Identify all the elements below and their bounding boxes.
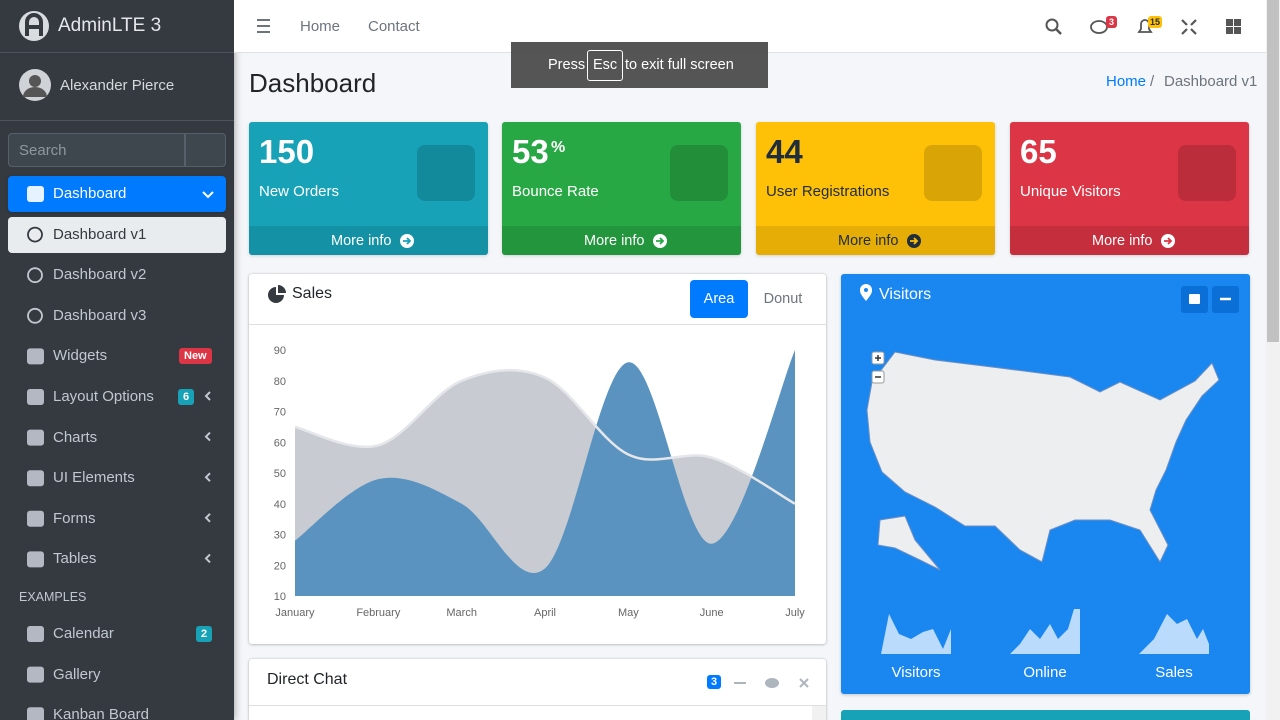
- stat-label: User Registrations: [766, 183, 890, 200]
- menu-label[interactable]: Forms: [53, 509, 96, 527]
- sales-card-header: [249, 274, 826, 325]
- stat-value: 65: [1020, 133, 1057, 170]
- notice-key: Esc: [587, 50, 624, 81]
- notice-text: to exit full screen: [625, 57, 734, 73]
- breadcrumb-link[interactable]: Home: [1106, 73, 1147, 90]
- notice-text: Press: [548, 57, 586, 73]
- sales-tab-active[interactable]: Area: [690, 280, 748, 318]
- page-title: Dashboard: [249, 68, 377, 98]
- menu-header: EXAMPLES: [19, 590, 87, 604]
- stat-value-suffix: %: [551, 139, 566, 156]
- stat-box-footer: [502, 226, 741, 255]
- menu-badge: 2: [196, 626, 213, 642]
- search-button[interactable]: [185, 133, 226, 167]
- stat-box-footer: [756, 226, 995, 255]
- sparkline-label: Sales: [1155, 664, 1193, 681]
- sparkline-label: Online: [1023, 664, 1067, 681]
- stat-more-info[interactable]: More info: [584, 233, 645, 249]
- stat-box: [249, 122, 488, 255]
- menu-label[interactable]: Gallery: [53, 665, 101, 683]
- menu-label[interactable]: Dashboard v1: [53, 225, 147, 243]
- stat-box: [502, 122, 741, 255]
- stat-label: Bounce Rate: [512, 183, 599, 200]
- user-name: Alexander Pierce: [60, 77, 175, 94]
- search-input[interactable]: Search: [8, 133, 185, 167]
- stat-more-info[interactable]: More info: [331, 233, 392, 249]
- stat-value: 150: [259, 133, 315, 170]
- direct-chat-title: Direct Chat: [267, 671, 348, 688]
- menu-label[interactable]: Widgets: [53, 347, 108, 365]
- sales-card: [249, 274, 826, 644]
- user-panel: [0, 53, 234, 121]
- notifications-badge: 15: [1148, 16, 1163, 28]
- calendar-button[interactable]: [1181, 286, 1208, 313]
- breadcrumb-current: Dashboard v1: [1164, 73, 1258, 90]
- sales-title: Sales: [292, 285, 333, 302]
- brand-bar: [0, 0, 234, 53]
- sparkline-label: Visitors: [891, 664, 941, 681]
- direct-chat-card: [249, 659, 826, 720]
- visitors-card: [841, 274, 1250, 694]
- stat-box: [1010, 122, 1249, 255]
- chat-scroll-track: [812, 706, 826, 720]
- stat-value: 53: [512, 133, 549, 170]
- direct-chat-badge: 3: [707, 675, 722, 689]
- menu-label[interactable]: Dashboard v3: [53, 306, 147, 324]
- direct-chat-header: [249, 659, 826, 706]
- menu-label[interactable]: Calendar: [53, 625, 114, 642]
- menu-label[interactable]: Kanban Board: [53, 706, 149, 720]
- menu-label[interactable]: Dashboard: [53, 185, 127, 202]
- menu-item-active-bg: [8, 176, 226, 212]
- stat-box-footer: [249, 226, 488, 255]
- menu-label[interactable]: UI Elements: [53, 469, 135, 487]
- menu-badge: New: [179, 348, 212, 365]
- stat-more-info[interactable]: More info: [838, 233, 899, 249]
- scrollbar-thumb: [1267, 0, 1279, 342]
- collapse-button[interactable]: [1212, 286, 1239, 313]
- navbar-link[interactable]: Home: [300, 18, 341, 35]
- sales-tab[interactable]: Donut: [763, 291, 803, 307]
- stat-more-info[interactable]: More info: [1092, 233, 1153, 249]
- teal-card: [841, 710, 1250, 720]
- stat-label: New Orders: [259, 183, 340, 200]
- menu-label[interactable]: Dashboard v2: [53, 266, 147, 284]
- navbar-link[interactable]: Contact: [368, 18, 420, 35]
- brand-text: AdminLTE 3: [58, 15, 162, 36]
- fullscreen-notice: [511, 42, 768, 88]
- visitors-title: Visitors: [879, 286, 932, 303]
- messages-badge: 3: [1106, 16, 1118, 28]
- menu-label[interactable]: Tables: [53, 550, 97, 568]
- breadcrumb-separator: /: [1150, 73, 1155, 90]
- stat-box: [756, 122, 995, 255]
- menu-badge: 6: [178, 389, 195, 405]
- stat-box-footer: [1010, 226, 1249, 255]
- stat-label: Unique Visitors: [1020, 183, 1121, 200]
- menu-label[interactable]: Layout Options: [53, 388, 154, 405]
- stat-value: 44: [766, 133, 803, 170]
- menu-item-current-bg: [8, 216, 226, 253]
- menu-label[interactable]: Charts: [53, 428, 98, 446]
